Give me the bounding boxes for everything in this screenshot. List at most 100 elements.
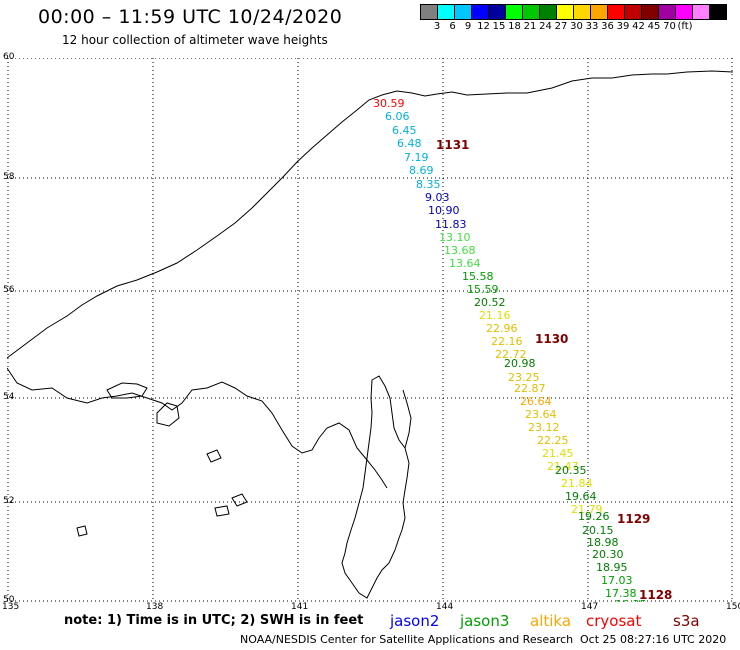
wave-height-label: 6.48 [397, 137, 422, 150]
lon-tick-label: 135 [2, 602, 20, 612]
legend-swatch [573, 4, 591, 20]
legend-label: 15 [492, 21, 506, 32]
wave-height-label: 22.72 [495, 348, 527, 361]
island-shantar-2 [156, 402, 180, 427]
legend-swatch [709, 4, 727, 20]
legend-label: 36 [601, 21, 614, 32]
coastline-bay [6, 367, 388, 489]
wave-height-label: 20.98 [504, 357, 536, 370]
pass-time-label: 1128 [639, 588, 672, 602]
lat-tick-label: 56 [3, 285, 15, 295]
wave-height-label: 9.03 [425, 191, 450, 204]
legend-swatch [607, 4, 625, 20]
legend-swatch [539, 4, 557, 20]
legend-swatch [505, 4, 523, 20]
legend-swatch [556, 4, 574, 20]
lon-tick-label: 150 [726, 602, 740, 612]
legend-swatch [675, 4, 693, 20]
page-title: 00:00 – 11:59 UTC 10/24/2020 [38, 6, 343, 28]
legend-label: 24 [539, 21, 552, 32]
legend-swatch [522, 4, 540, 20]
coastline-mainland [6, 70, 734, 359]
legend-label: 70 [663, 21, 676, 32]
lat-tick-label: 52 [3, 496, 15, 506]
legend-swatch [658, 4, 676, 20]
wave-height-label: 21.79 [571, 503, 603, 516]
coastline-east [402, 389, 412, 449]
satellite-name-jason3: jason3 [460, 612, 510, 630]
island-small-4 [206, 449, 222, 463]
legend-swatch [488, 4, 506, 20]
island-shantar-1 [106, 382, 148, 399]
legend-swatch [420, 4, 438, 20]
wave-height-label: 23.64 [525, 408, 557, 421]
satellite-name-cryosat: cryosat [586, 612, 642, 630]
satellite-name-s3a: s3a [673, 612, 700, 630]
wave-height-label: 7.19 [404, 151, 429, 164]
wave-height-label: 21.47 [547, 460, 579, 473]
time-labels: 1131 1130 1129 1128 [436, 138, 672, 602]
legend-label: (ft) [677, 21, 693, 32]
wave-height-label: 17.03 [601, 574, 633, 587]
legend-swatch [692, 4, 710, 20]
legend-swatch [641, 4, 659, 20]
wave-height-label: 15.58 [462, 270, 494, 283]
legend-label: 9 [464, 21, 472, 32]
wave-height-label: 20.35 [555, 464, 587, 477]
legend-label: 12 [477, 21, 490, 32]
wave-height-label: 30.59 [373, 97, 405, 110]
legend-swatch [454, 4, 472, 20]
pass-time-label: 1130 [535, 332, 568, 346]
wave-height-label: 13.68 [444, 244, 476, 257]
legend-label: 3 [433, 21, 441, 32]
lon-tick-label: 138 [146, 602, 164, 612]
island-small-1 [231, 493, 248, 507]
wave-height-label: 13.64 [449, 257, 481, 270]
wave-height-label: 21.45 [542, 447, 574, 460]
wave-height-label: 15.59 [467, 283, 499, 296]
wave-height-label: 6.06 [385, 110, 410, 123]
lat-tick-label: 58 [3, 172, 15, 182]
legend-label: 6 [449, 21, 456, 32]
legend-swatch [471, 4, 489, 20]
lon-tick-label: 144 [436, 602, 454, 612]
wave-height-label: 13.10 [439, 231, 471, 244]
wave-height-label: 10.90 [428, 204, 460, 217]
wave-height-label: 22.87 [514, 382, 546, 395]
lon-tick-label: 141 [291, 602, 309, 612]
page-subtitle: 12 hour collection of altimeter wave hei… [62, 33, 328, 47]
wave-height-label: 20.15 [582, 524, 614, 537]
lon-tick-label: 147 [581, 602, 599, 612]
satellite-name-jason2: jason2 [390, 612, 440, 630]
legend-swatch [624, 4, 642, 20]
graticule [7, 57, 733, 602]
legend-label: 42 [632, 21, 645, 32]
wave-height-label: 8.69 [409, 164, 434, 177]
credit-text: NOAA/NESDIS Center for Satellite Applica… [240, 633, 574, 646]
legend-label: 21 [523, 21, 537, 32]
wave-height-label: 22.16 [491, 335, 523, 348]
wave-height-label: 19.26 [578, 510, 610, 523]
island-small-3 [76, 525, 88, 537]
wave-height-label: 19.64 [565, 490, 597, 503]
wave-height-label: 18.95 [596, 561, 628, 574]
legend-label: 18 [508, 21, 521, 32]
wave-height-label: 20.30 [592, 548, 624, 561]
wave-height-label: 23.25 [508, 371, 540, 384]
coastline-sakhalin [341, 375, 410, 599]
legend-label: 39 [616, 21, 630, 32]
track-labels: 30.596.066.456.487.198.698.359.0310.9011… [373, 97, 647, 611]
legend-label: 27 [554, 21, 568, 32]
lat-tick-label: 50 [3, 595, 15, 605]
legend-label: 30 [570, 21, 583, 32]
wave-height-label: 20.52 [474, 296, 506, 309]
satellite-name-altika: altika [530, 612, 572, 630]
timestamp-text: Oct 25 08:27:16 UTC 2020 [580, 633, 727, 646]
wave-height-label: 11.83 [435, 218, 467, 231]
wave-height-label: 26.64 [520, 395, 552, 408]
lat-tick-label: 54 [3, 392, 15, 402]
legend-label: 45 [647, 21, 661, 32]
wave-height-label: 8.35 [416, 178, 441, 191]
wave-height-label: 21.84 [561, 477, 593, 490]
legend-label: 33 [585, 21, 599, 32]
